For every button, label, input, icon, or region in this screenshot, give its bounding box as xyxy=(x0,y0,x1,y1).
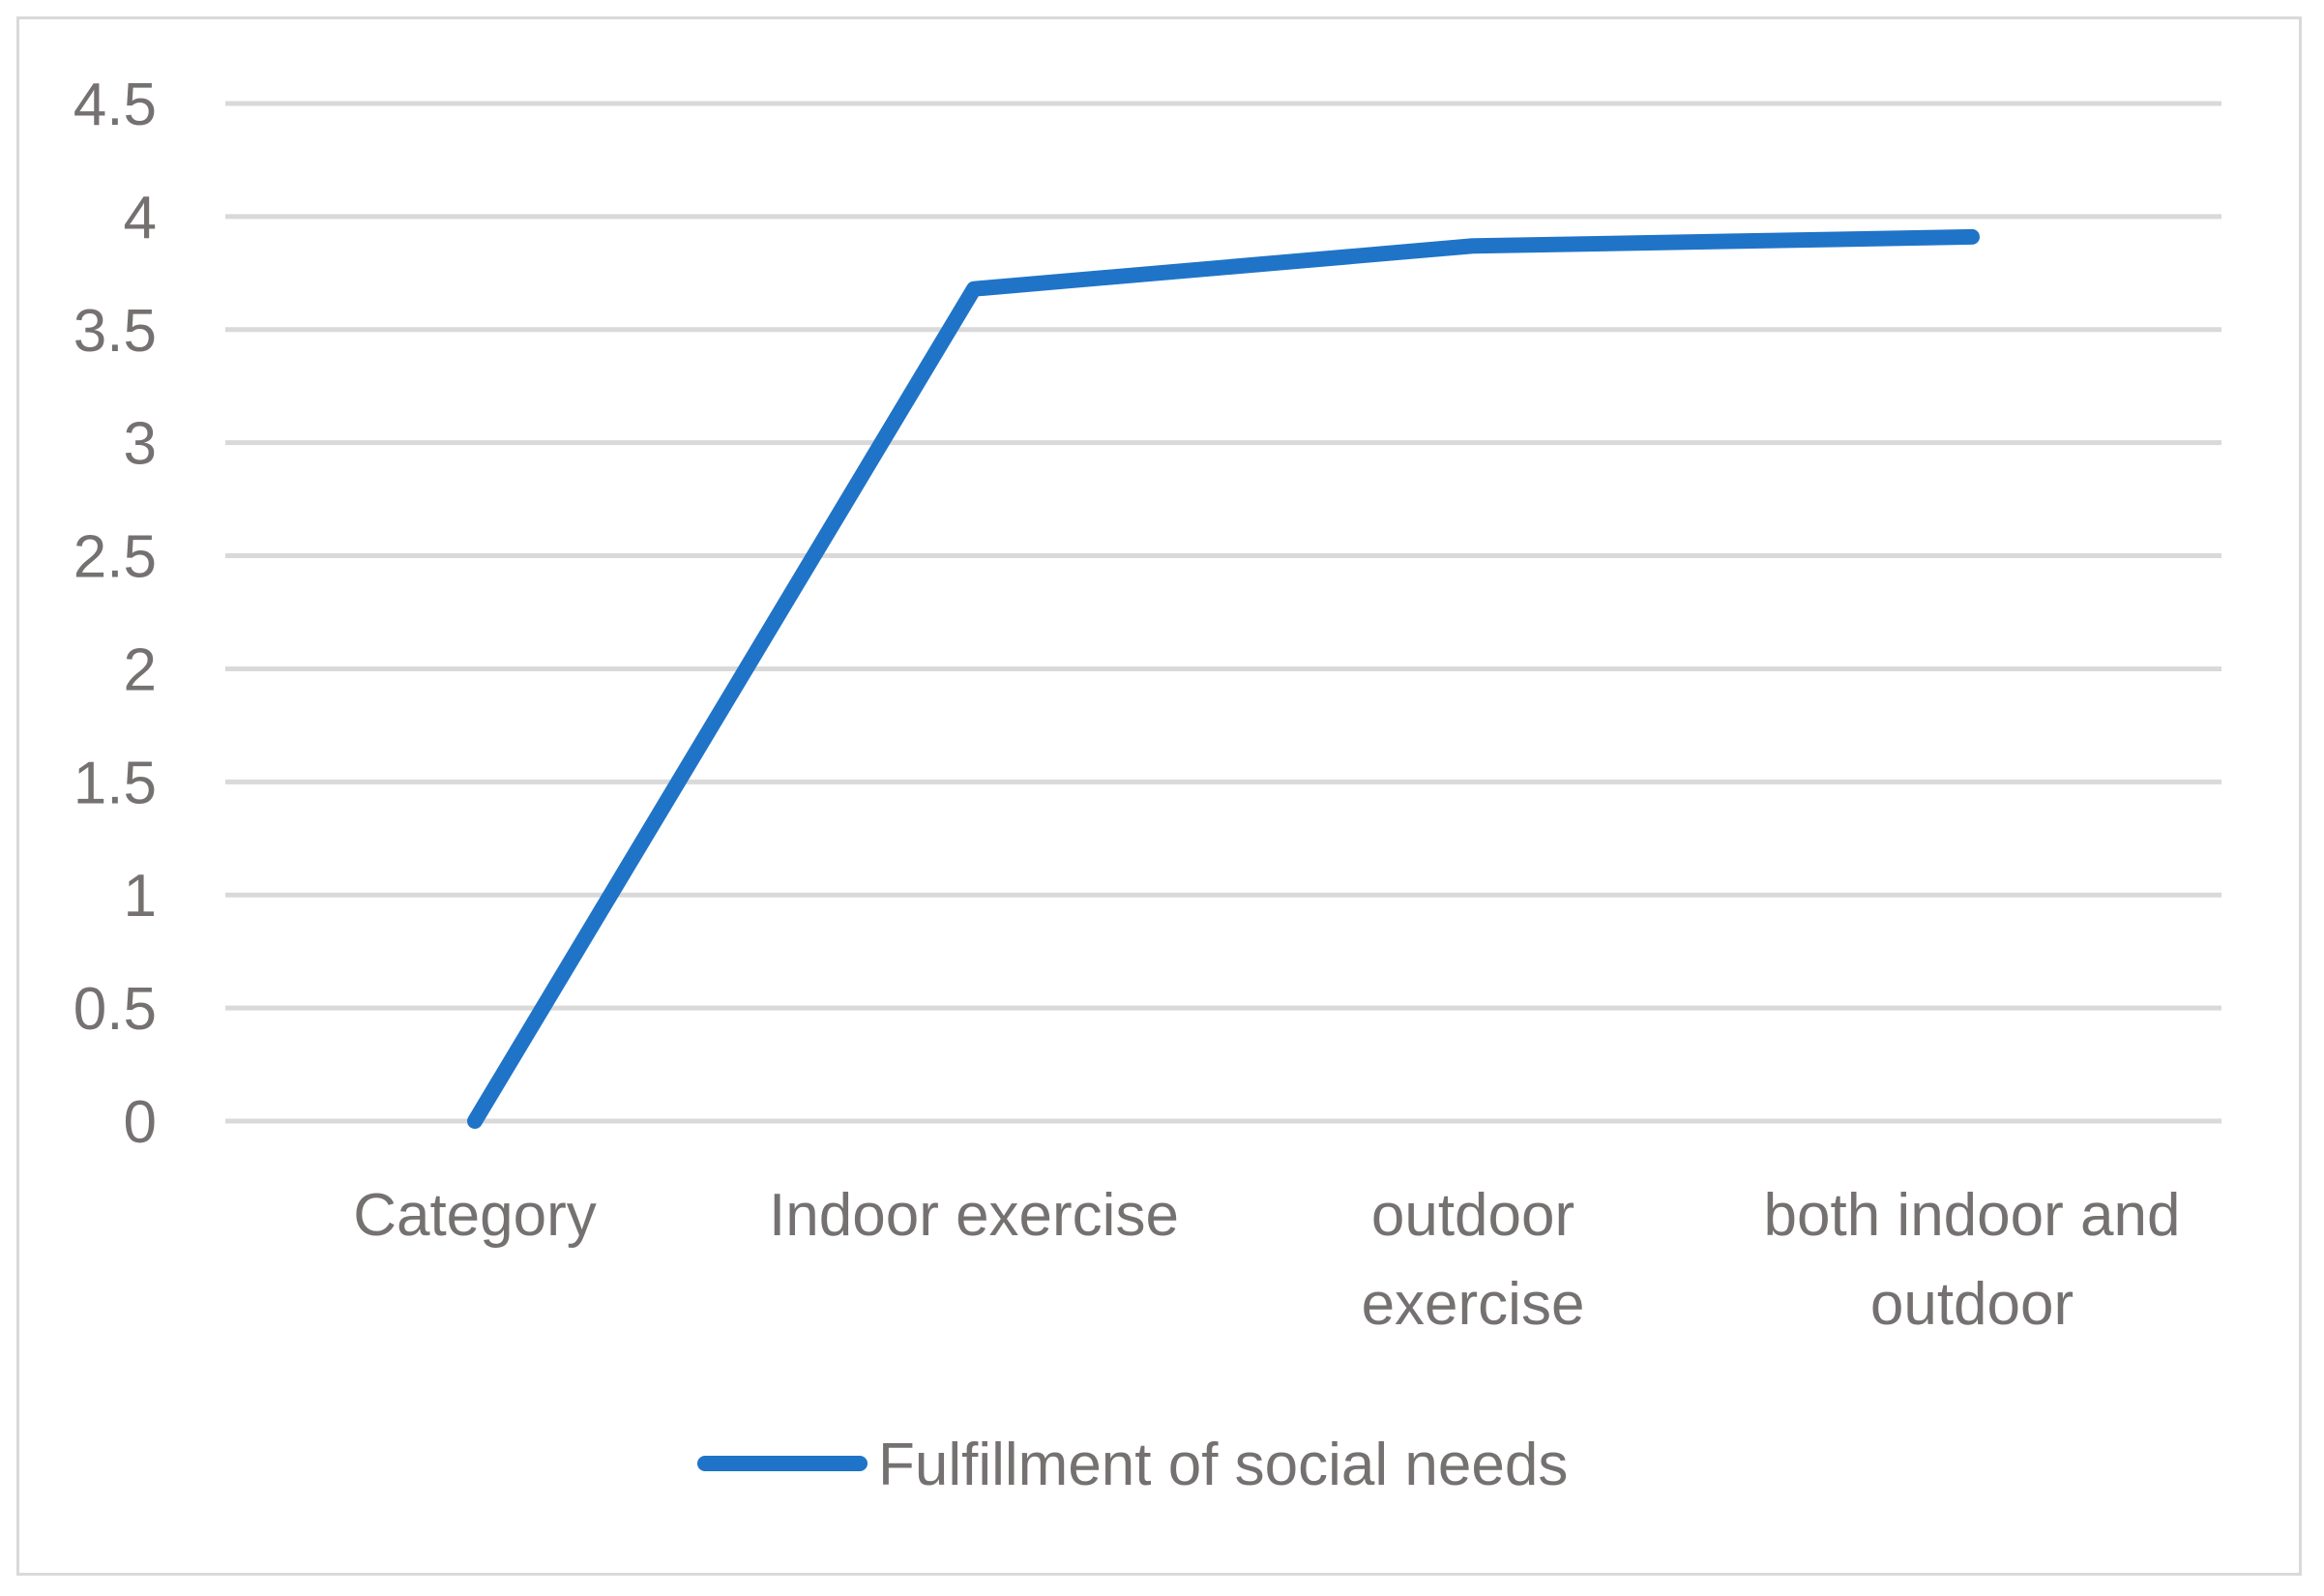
series-lines xyxy=(467,228,1980,1129)
gridlines xyxy=(225,101,2221,1124)
y-axis-tick-labels: 0 0.5 1 1.5 2 2.5 3 3.5 4 4.5 xyxy=(74,72,157,1156)
x-axis-tick-labels: Category Indoor exercise outdoor exercise bo… xyxy=(353,1182,2180,1338)
y-tick-label: 3.5 xyxy=(74,298,157,365)
x-tick-label-line: Category xyxy=(353,1182,597,1249)
x-tick-label-line: exercise xyxy=(1362,1271,1585,1338)
x-tick-label-line: outdoor xyxy=(1371,1182,1574,1249)
y-tick-label: 0.5 xyxy=(74,976,157,1043)
series-line xyxy=(467,228,1980,1129)
legend: Fulfillment of social needs xyxy=(697,1432,1568,1498)
y-tick-label: 4.5 xyxy=(74,72,157,138)
y-tick-label: 0 xyxy=(124,1089,157,1156)
y-tick-label: 3 xyxy=(124,411,157,478)
x-tick-label-line: Indoor exercise xyxy=(769,1182,1179,1249)
y-tick-label: 2.5 xyxy=(74,524,157,591)
x-tick-label-line: both indoor and xyxy=(1764,1182,2181,1249)
x-tick-label-line: outdoor xyxy=(1870,1271,2074,1338)
x-tick-label: both indoor and outdoor xyxy=(1764,1182,2181,1338)
y-tick-label: 2 xyxy=(124,636,157,703)
y-tick-label: 1.5 xyxy=(74,750,157,816)
y-tick-label: 1 xyxy=(124,863,157,930)
x-tick-label: outdoor exercise xyxy=(1362,1182,1585,1338)
y-tick-label: 4 xyxy=(124,185,157,251)
x-tick-label: Indoor exercise xyxy=(769,1182,1179,1249)
x-tick-label: Category xyxy=(353,1182,597,1249)
legend-label: Fulfillment of social needs xyxy=(878,1432,1568,1498)
